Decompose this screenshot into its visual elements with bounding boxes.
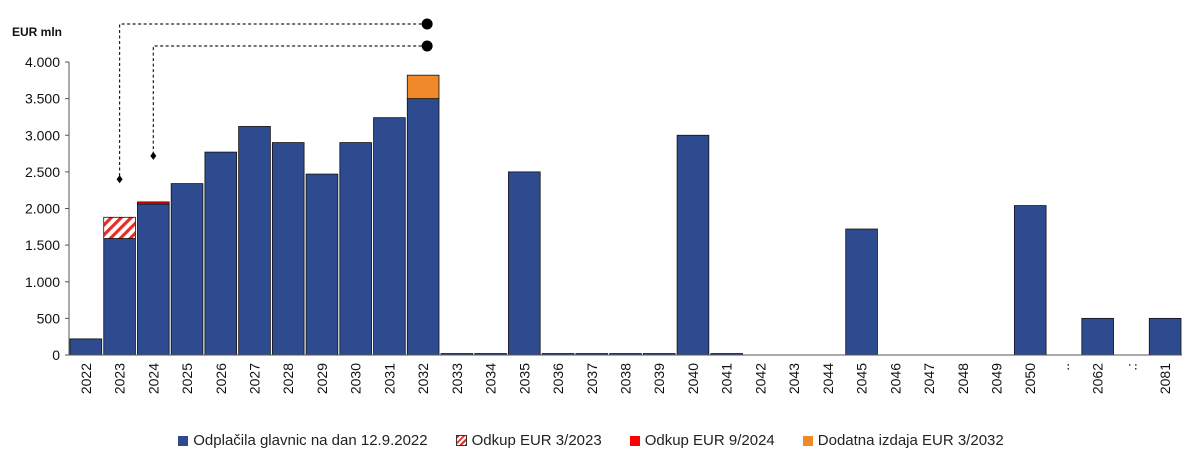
legend-item: Odkup EUR 3/2023 — [455, 432, 602, 449]
legend-label: Odplačila glavnic na dan 12.9.2022 — [193, 432, 428, 449]
y-tick-label: 1.000 — [25, 274, 60, 290]
x-tick-label: 2038 — [618, 363, 634, 394]
bracket-start-dot — [421, 40, 433, 52]
x-tick-label: 2048 — [955, 363, 971, 394]
x-tick-label: .. — [1056, 363, 1072, 371]
x-tick-label: 2046 — [887, 363, 903, 394]
bar-2022-series-0 — [69, 338, 103, 356]
bracket-start-dot — [421, 18, 433, 30]
y-tick-label: 2.000 — [25, 201, 60, 217]
x-tick-label: 2035 — [516, 363, 532, 394]
x-tick-label: 2040 — [685, 363, 701, 394]
legend-item: Dodatna izdaja EUR 3/2032 — [802, 432, 1004, 449]
x-tick-label: 2036 — [550, 363, 566, 394]
bracket-end-marker — [116, 175, 123, 184]
x-tick-label: 2045 — [854, 363, 870, 394]
x-tick-label: 2047 — [921, 363, 937, 394]
bar-2050-series-0 — [1013, 205, 1047, 356]
y-axis: 0 500 1.000 1.500 2.000 2.500 3.000 3.500 4.000 — [25, 54, 70, 363]
x-tick-label: 2022 — [78, 363, 94, 394]
legend-swatch — [629, 435, 640, 446]
legend-item: Odplačila glavnic na dan 12.9.2022 — [178, 432, 428, 449]
legend-item: Odkup EUR 9/2024 — [629, 432, 775, 449]
bar-2031-series-0 — [373, 117, 406, 356]
x-tick-label: 2033 — [449, 363, 465, 394]
y-tick-label: 3.500 — [25, 91, 60, 107]
dashed-bracket-line — [118, 23, 428, 178]
bracket-end-marker — [150, 151, 157, 160]
x-tick-label: 2049 — [989, 363, 1005, 394]
y-axis-unit-label: EUR mln — [12, 25, 62, 39]
x-tick-label: 2043 — [786, 363, 802, 394]
legend: Odplačila glavnic na dan 12.9.2022 Odkup … — [0, 432, 1182, 449]
legend-label: Odkup EUR 3/2023 — [471, 432, 602, 449]
x-tick-label: .: — [1123, 363, 1139, 371]
x-tick-label: 2032 — [415, 363, 431, 394]
bracket-annotations — [116, 18, 433, 184]
bar-2026-series-0 — [204, 151, 238, 356]
bar-2023-series-1 — [103, 216, 136, 239]
y-tick-label: 1.500 — [25, 237, 60, 253]
legend-swatch — [178, 435, 189, 446]
x-tick-label: 2030 — [348, 363, 364, 394]
bar-2027-series-0 — [238, 126, 271, 356]
legend-label: Odkup EUR 9/2024 — [644, 432, 775, 449]
x-tick-label: 2081 — [1157, 363, 1173, 394]
x-tick-label: 2029 — [314, 363, 330, 394]
bar-2081-series-0 — [1148, 317, 1182, 356]
bar-2025-series-0 — [170, 183, 204, 356]
x-tick-label: 2023 — [112, 363, 128, 394]
x-tick-label: 2041 — [719, 363, 735, 394]
bar-2062-series-0 — [1081, 317, 1114, 356]
bar-2023-series-0 — [103, 238, 136, 356]
x-tick-label: 2031 — [381, 363, 397, 394]
bar-2028-series-0 — [271, 142, 305, 356]
x-tick-label: 2050 — [1022, 363, 1038, 394]
x-tick-label: 2044 — [820, 363, 836, 394]
bar-2032-series-0 — [406, 98, 440, 356]
bar-2024-series-0 — [137, 203, 170, 356]
bar-2030-series-0 — [339, 142, 372, 356]
x-tick-label: 2037 — [584, 363, 600, 394]
bar-2032-series-3 — [406, 74, 440, 100]
bar-2024-series-2 — [137, 201, 170, 205]
bar-2040-series-0 — [676, 134, 710, 356]
bar-2035-series-0 — [508, 171, 541, 356]
x-tick-label: 2039 — [651, 363, 667, 394]
x-axis: 2022 2023 2024 2025 2026 2027 2028 2029 2030 2031… — [69, 354, 1182, 394]
bar-2045-series-0 — [845, 228, 878, 356]
y-tick-label: 4.000 — [25, 54, 60, 70]
bar-2029-series-0 — [305, 173, 339, 356]
x-tick-label: 2025 — [179, 363, 195, 394]
x-tick-label: 2028 — [280, 363, 296, 394]
x-tick-label: 2024 — [145, 363, 161, 394]
y-tick-label: 500 — [37, 310, 61, 326]
legend-label: Dodatna izdaja EUR 3/2032 — [817, 432, 1004, 449]
bar-chart: EUR mln 0 500 1.000 1.500 2.000 2.500 3.000 3.5… — [12, 18, 1182, 394]
x-tick-label: 2034 — [483, 363, 499, 394]
y-tick-label: 2.500 — [25, 164, 60, 180]
y-tick-label: 3.000 — [25, 127, 60, 143]
legend-swatch — [802, 435, 813, 446]
bars — [69, 74, 1182, 356]
x-tick-label: 2062 — [1090, 363, 1106, 394]
x-tick-label: 2027 — [247, 363, 263, 394]
x-tick-label: 2042 — [752, 363, 768, 394]
x-tick-label: 2026 — [213, 363, 229, 394]
legend-swatch — [455, 435, 467, 446]
y-tick-label: 0 — [52, 347, 60, 363]
